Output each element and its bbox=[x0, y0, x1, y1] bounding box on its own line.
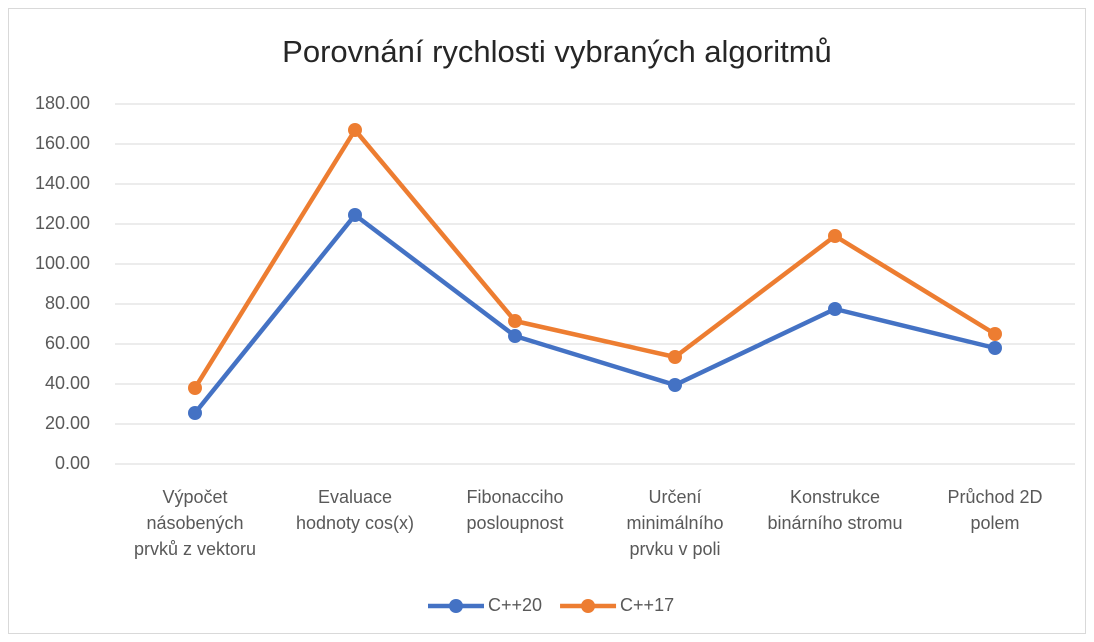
y-tick-label: 160.00 bbox=[35, 133, 90, 153]
y-tick-label: 140.00 bbox=[35, 173, 90, 193]
marker bbox=[988, 341, 1002, 355]
y-tick-label: 0.00 bbox=[55, 453, 90, 473]
x-tick-label: Evaluace hodnoty cos(x) bbox=[295, 487, 415, 533]
x-tick-label: Průchod 2D polem bbox=[947, 487, 1043, 533]
legend-label: C++17 bbox=[620, 595, 674, 615]
marker bbox=[988, 327, 1002, 341]
chart-border bbox=[8, 8, 1086, 634]
x-tick-label: Určení minimálního prvku v poli bbox=[626, 487, 724, 559]
x-tick-label: Fibonacciho posloupnost bbox=[466, 487, 564, 533]
y-tick-label: 180.00 bbox=[35, 93, 90, 113]
marker bbox=[508, 329, 522, 343]
y-tick-label: 60.00 bbox=[45, 333, 90, 353]
legend-marker bbox=[581, 599, 596, 613]
line bbox=[193, 212, 996, 415]
marker bbox=[668, 350, 682, 364]
y-tick-label: 20.00 bbox=[45, 413, 90, 433]
legend-label: C++20 bbox=[488, 595, 542, 615]
x-tick-label: Konstrukce binárního stromu bbox=[767, 487, 903, 533]
chart-title: Porovnání rychlosti vybraných algoritmů bbox=[282, 34, 832, 69]
y-tick-label: 40.00 bbox=[45, 373, 90, 393]
marker bbox=[348, 123, 362, 137]
marker bbox=[508, 314, 522, 328]
marker bbox=[188, 381, 202, 395]
y-tick-label: 120.00 bbox=[35, 213, 90, 233]
marker bbox=[668, 378, 682, 392]
y-tick-label: 80.00 bbox=[45, 293, 90, 313]
marker bbox=[828, 229, 842, 243]
legend-marker bbox=[449, 599, 463, 613]
marker bbox=[828, 302, 842, 316]
marker bbox=[188, 406, 202, 420]
y-tick-label: 100.00 bbox=[35, 253, 90, 273]
x-tick-label: Výpočet násobených prvků z vektoru bbox=[133, 487, 257, 559]
marker bbox=[348, 208, 362, 222]
line bbox=[193, 127, 997, 390]
